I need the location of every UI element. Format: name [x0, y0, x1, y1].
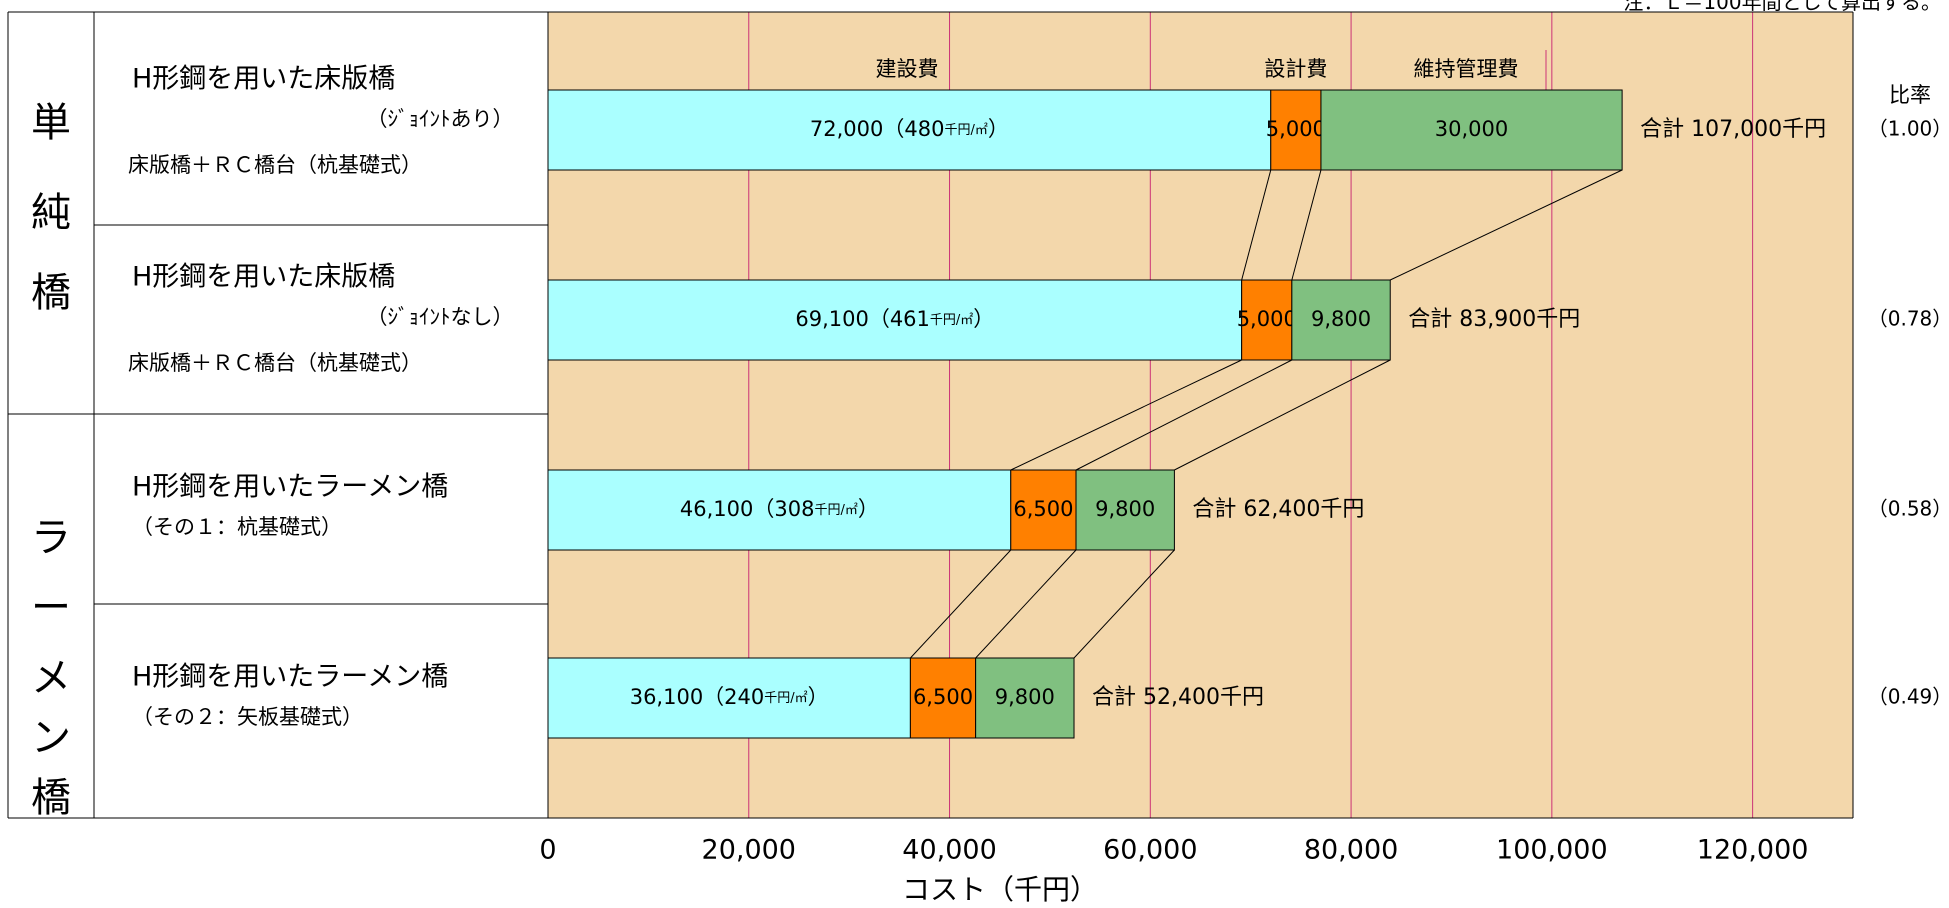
- total-label-2: 合計 62,400千円: [1192, 497, 1364, 522]
- bar-segment-2-2: [1075, 469, 1175, 551]
- connector-0-3: [1390, 169, 1623, 281]
- bar-paren-text: ）: [973, 307, 994, 331]
- bar-label-3-2: 9,800: [995, 685, 1055, 709]
- ratio-label-1: （0.78）: [1868, 307, 1949, 331]
- total-label-3: 合計 52,400千円: [1092, 685, 1264, 710]
- bar-value-text: 69,100（461: [795, 307, 930, 331]
- row-subtitle-2: （その１：杭基礎式）: [132, 515, 342, 539]
- connector-2-2: [975, 549, 1077, 659]
- bar-unit-text: 千円/㎡: [764, 691, 807, 706]
- bar-value-text: 72,000（480: [810, 117, 945, 141]
- row-subtitle-3: （その２：矢板基礎式）: [132, 705, 363, 729]
- connector-0-2: [1291, 169, 1322, 281]
- group-label-char: ン: [31, 715, 71, 761]
- bar-label-2-2: 9,800: [1095, 497, 1155, 521]
- bar-label-3-1: 6,500: [913, 685, 973, 709]
- row-title-1: H形鋼を用いた床版橋: [132, 262, 395, 293]
- connector-0-1: [1241, 169, 1272, 281]
- row-title-0: H形鋼を用いた床版橋: [132, 64, 395, 95]
- ratio-label-2: （0.58）: [1868, 497, 1949, 521]
- row-title-3: H形鋼を用いたラーメン橋: [132, 662, 448, 693]
- group-label-char: 単: [31, 100, 71, 146]
- bar-label-2-1: 6,500: [1013, 497, 1073, 521]
- group-label-char: ラ: [31, 515, 71, 561]
- bar-value-text: 36,100（240: [630, 685, 765, 709]
- connector-2-1: [910, 549, 1012, 659]
- bar-label-2-0: 46,100（308千円/㎡）: [680, 497, 879, 521]
- group-label-char: 橋: [31, 775, 71, 821]
- x-tick-label-2: 40,000: [902, 835, 996, 866]
- bar-unit-text: 千円/㎡: [814, 503, 857, 518]
- bar-label-1-1: 5,000: [1237, 307, 1297, 331]
- ratio-label-0: （1.00）: [1868, 117, 1949, 141]
- bar-label-3-0: 36,100（240千円/㎡）: [630, 685, 829, 709]
- bar-label-0-0: 72,000（480千円/㎡）: [810, 117, 1009, 141]
- ratio-header: 比率: [1889, 83, 1931, 107]
- bar-segment-0-0: [547, 89, 1272, 171]
- group-label-char: 純: [31, 190, 71, 236]
- connector-1-3: [1174, 359, 1391, 471]
- bar-label-0-2: 30,000: [1435, 117, 1508, 141]
- connector-2-3: [1073, 549, 1175, 659]
- bar-label-1-0: 69,100（461千円/㎡）: [795, 307, 994, 331]
- ratio-label-3: （0.49）: [1868, 685, 1949, 709]
- bar-unit-text: 千円/㎡: [944, 123, 987, 138]
- bar-unit-text: 千円/㎡: [930, 313, 973, 328]
- bar-segment-0-2: [1320, 89, 1623, 171]
- bar-segment-3-1: [909, 657, 977, 739]
- bar-segment-2-1: [1010, 469, 1077, 551]
- bar-segment-2-0: [547, 469, 1012, 551]
- bar-value-text: 46,100（308: [680, 497, 815, 521]
- bar-segment-1-1: [1241, 279, 1293, 361]
- group-label-char: メ: [31, 655, 71, 701]
- bar-segment-3-0: [547, 657, 911, 739]
- row-desc-1: 床版橋＋ＲＣ橋台（杭基礎式）: [128, 351, 422, 375]
- total-label-0: 合計 107,000千円: [1640, 117, 1826, 142]
- bar-paren-text: ）: [858, 497, 879, 521]
- calculation-note: 注：Ｌ＝100年間として算出する。: [1623, 0, 1941, 14]
- category-table: [8, 12, 548, 818]
- series-header-2: 維持管理費: [1414, 57, 1519, 81]
- row-subtitle-0: （ｼﾞｮｲﾝﾄあり）: [367, 107, 514, 131]
- bar-label-0-1: 5,000: [1266, 117, 1326, 141]
- x-axis-title: コスト（千円）: [901, 873, 1098, 906]
- group-label-char: 橋: [31, 270, 71, 316]
- bar-paren-text: ）: [988, 117, 1009, 141]
- row-desc-0: 床版橋＋ＲＣ橋台（杭基礎式）: [128, 153, 422, 177]
- bar-paren-text: ）: [808, 685, 829, 709]
- x-tick-label-0: 0: [539, 835, 556, 866]
- bar-segment-1-2: [1291, 279, 1391, 361]
- x-tick-label-1: 20,000: [702, 835, 796, 866]
- row-title-2: H形鋼を用いたラーメン橋: [132, 472, 448, 503]
- total-label-1: 合計 83,900千円: [1408, 307, 1580, 332]
- connector-1-2: [1075, 359, 1293, 471]
- bar-segment-1-0: [547, 279, 1243, 361]
- row-subtitle-1: （ｼﾞｮｲﾝﾄなし）: [367, 305, 514, 329]
- x-tick-label-5: 100,000: [1496, 835, 1608, 866]
- bar-segment-0-1: [1270, 89, 1322, 171]
- group-label-char: ー: [31, 585, 71, 631]
- x-tick-label-6: 120,000: [1697, 835, 1809, 866]
- connector-1-1: [1010, 359, 1242, 471]
- bar-label-1-2: 9,800: [1311, 307, 1371, 331]
- x-tick-label-4: 80,000: [1304, 835, 1398, 866]
- x-tick-label-3: 60,000: [1103, 835, 1197, 866]
- series-header-1: 設計費: [1264, 57, 1327, 81]
- series-header-0: 建設費: [876, 57, 939, 81]
- bar-segment-3-2: [975, 657, 1075, 739]
